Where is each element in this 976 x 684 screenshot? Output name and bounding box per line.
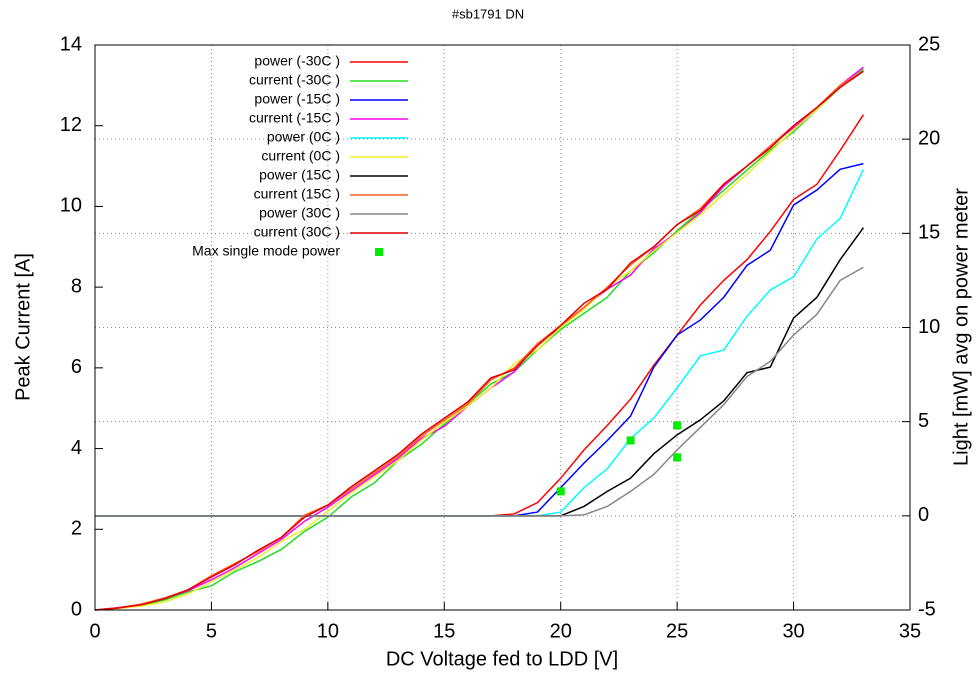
y-tick-label: 8 [71, 275, 82, 297]
y-tick-label: 0 [71, 598, 82, 620]
x-axis-title: DC Voltage fed to LDD [V] [386, 648, 618, 670]
x-tick-label: 10 [317, 620, 339, 642]
legend-label: power (30C ) [259, 205, 340, 221]
y2-tick-label: 20 [918, 127, 940, 149]
legend-label: power (15C ) [259, 167, 340, 183]
x-tick-label: 35 [899, 620, 921, 642]
x-tick-label: 0 [89, 620, 100, 642]
x-tick-label: 30 [782, 620, 804, 642]
legend-label: current (-30C ) [249, 72, 340, 88]
grid [94, 44, 911, 611]
y2-tick-label: 5 [918, 410, 929, 432]
data-point [673, 421, 682, 430]
legend-label: current (-15C ) [249, 110, 340, 126]
series-line [94, 70, 864, 611]
series-line [95, 168, 865, 517]
y2-tick-label: 25 [918, 33, 940, 55]
legend-label: power (-30C ) [254, 53, 340, 69]
y2-tick-label: 15 [918, 222, 940, 244]
y2-tick-label: -5 [918, 598, 936, 620]
series-line [94, 70, 864, 611]
legend-swatch [375, 248, 383, 256]
x-tick-label: 25 [666, 620, 688, 642]
y-tick-label: 12 [60, 114, 82, 136]
series-line [95, 162, 864, 517]
legend-label: current (15C ) [254, 186, 340, 202]
plot-area [94, 66, 865, 611]
y-tick-label: 14 [60, 33, 82, 55]
legend-label: current (30C ) [254, 224, 340, 240]
x-tick-label: 5 [206, 620, 217, 642]
legend-label: current (0C ) [261, 148, 340, 164]
series-line [95, 266, 864, 517]
data-point [673, 453, 682, 462]
y-tick-label: 4 [71, 437, 82, 459]
series-line [95, 227, 865, 517]
legend-label: power (-15C ) [254, 91, 340, 107]
y-tick-label: 6 [71, 356, 82, 378]
y-tick-label: 10 [60, 195, 82, 217]
series-line [94, 68, 864, 611]
series-line [94, 66, 864, 611]
y2-axis-title: Light [mW] avg on power meter [950, 188, 972, 466]
x-tick-label: 20 [550, 620, 572, 642]
series-line [94, 70, 864, 611]
y2-tick-label: 0 [918, 504, 929, 526]
y-axis-title: Peak Current [A] [12, 253, 34, 401]
data-point [626, 436, 635, 445]
legend-label: Max single mode power [192, 243, 340, 259]
y-tick-label: 2 [71, 518, 82, 540]
y2-tick-label: 10 [918, 316, 940, 338]
data-point [556, 487, 565, 496]
x-tick-label: 15 [433, 620, 455, 642]
legend-label: power (0C ) [267, 129, 340, 145]
chart-title: #sb1791 DN [452, 6, 524, 21]
